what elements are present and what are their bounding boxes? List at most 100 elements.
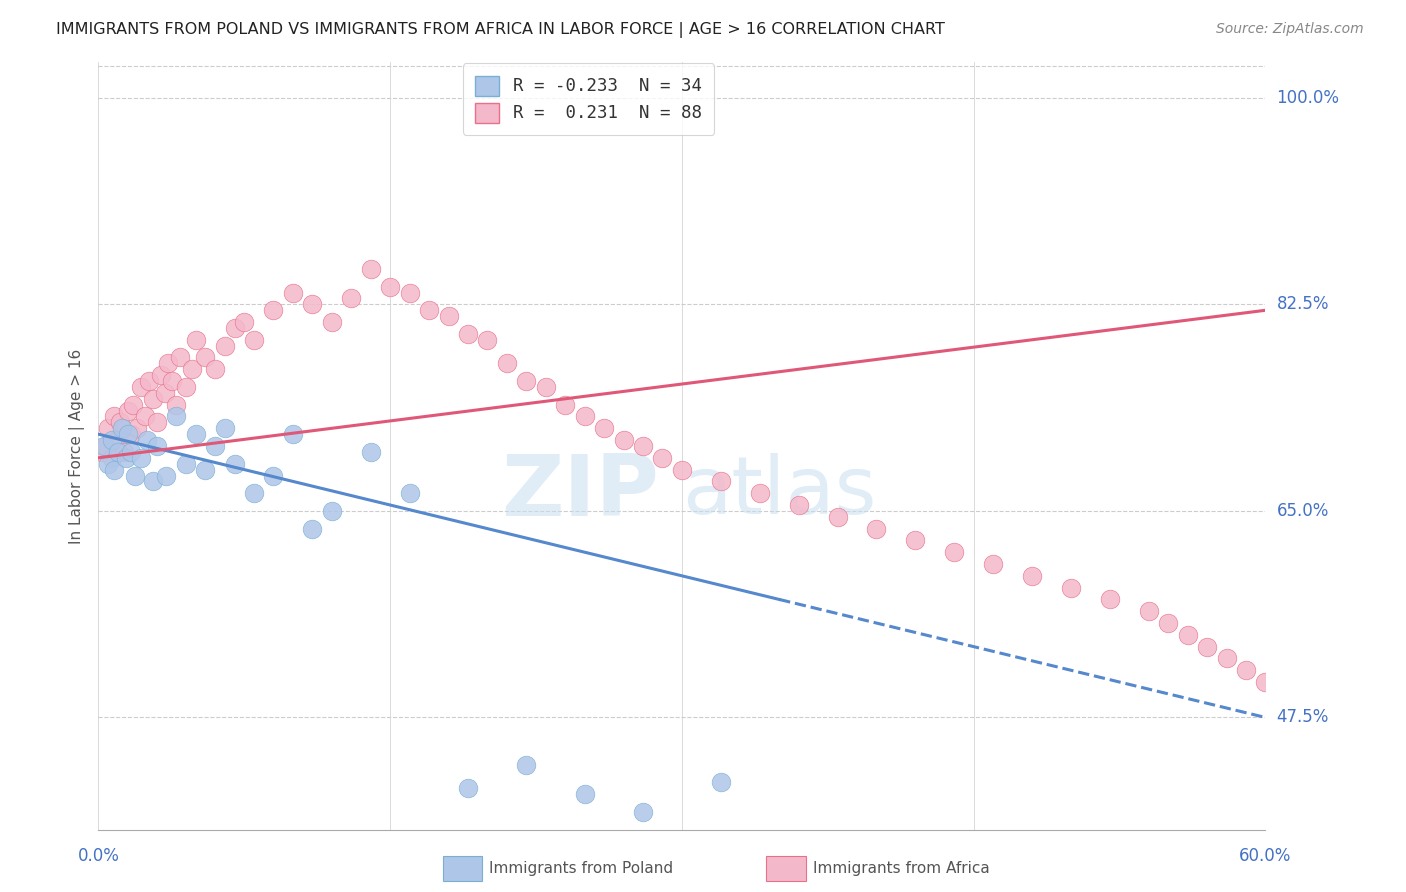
Point bbox=[418, 303, 440, 318]
Point bbox=[904, 533, 927, 548]
Point bbox=[107, 433, 129, 447]
Point bbox=[97, 457, 120, 471]
Legend: R = -0.233  N = 34, R =  0.231  N = 88: R = -0.233 N = 34, R = 0.231 N = 88 bbox=[463, 63, 714, 135]
Point bbox=[262, 303, 284, 318]
Point bbox=[496, 356, 519, 370]
Point bbox=[155, 468, 177, 483]
Text: 65.0%: 65.0% bbox=[1277, 502, 1329, 520]
Point bbox=[593, 421, 616, 435]
Point bbox=[97, 421, 120, 435]
Point bbox=[114, 450, 136, 465]
Point bbox=[138, 374, 160, 388]
Point bbox=[457, 326, 479, 341]
Point bbox=[111, 421, 134, 435]
Point bbox=[360, 262, 382, 277]
Point bbox=[243, 486, 266, 500]
Point bbox=[101, 433, 124, 447]
Point bbox=[1157, 615, 1180, 630]
Point bbox=[281, 285, 304, 300]
Point bbox=[184, 333, 207, 347]
Point bbox=[262, 468, 284, 483]
Point bbox=[180, 362, 202, 376]
Point bbox=[117, 427, 139, 442]
Text: atlas: atlas bbox=[682, 453, 876, 531]
Point bbox=[554, 398, 576, 412]
Point bbox=[865, 522, 887, 536]
Point bbox=[157, 356, 180, 370]
Point bbox=[112, 445, 135, 459]
Point bbox=[748, 486, 770, 500]
Point bbox=[233, 315, 256, 329]
Text: Immigrants from Poland: Immigrants from Poland bbox=[489, 862, 673, 876]
Text: Source: ZipAtlas.com: Source: ZipAtlas.com bbox=[1216, 22, 1364, 37]
Point bbox=[142, 392, 165, 406]
Point bbox=[134, 409, 156, 424]
Text: 82.5%: 82.5% bbox=[1277, 295, 1329, 313]
Point bbox=[1254, 675, 1277, 690]
Point bbox=[1098, 592, 1121, 607]
Point bbox=[174, 457, 197, 471]
Point bbox=[204, 362, 226, 376]
Point bbox=[787, 498, 810, 512]
Point bbox=[121, 427, 143, 442]
Point bbox=[149, 368, 172, 383]
Point bbox=[184, 427, 207, 442]
Point bbox=[1195, 640, 1218, 654]
Point bbox=[214, 421, 236, 435]
Point bbox=[301, 297, 323, 311]
Point bbox=[380, 279, 402, 293]
Point bbox=[1215, 651, 1237, 665]
Point bbox=[827, 509, 849, 524]
Point bbox=[534, 380, 557, 394]
Point bbox=[574, 787, 596, 801]
Point bbox=[93, 439, 115, 453]
Point bbox=[671, 462, 693, 476]
Point bbox=[146, 416, 169, 430]
Text: 47.5%: 47.5% bbox=[1277, 708, 1329, 726]
Text: 100.0%: 100.0% bbox=[1277, 89, 1340, 107]
Point bbox=[174, 380, 197, 394]
Point bbox=[162, 374, 184, 388]
Point bbox=[96, 439, 118, 453]
Point bbox=[224, 457, 246, 471]
Point bbox=[1021, 569, 1043, 583]
Point bbox=[321, 315, 343, 329]
Point bbox=[631, 439, 654, 453]
Point bbox=[165, 398, 187, 412]
Text: 0.0%: 0.0% bbox=[77, 847, 120, 865]
Point bbox=[398, 486, 420, 500]
Point bbox=[301, 522, 323, 536]
Text: IMMIGRANTS FROM POLAND VS IMMIGRANTS FROM AFRICA IN LABOR FORCE | AGE > 16 CORRE: IMMIGRANTS FROM POLAND VS IMMIGRANTS FRO… bbox=[56, 22, 945, 38]
Point bbox=[101, 450, 124, 465]
Point bbox=[91, 445, 114, 459]
Point bbox=[107, 445, 129, 459]
Point bbox=[194, 462, 217, 476]
Point bbox=[340, 292, 363, 306]
Point bbox=[124, 468, 146, 483]
Point bbox=[214, 339, 236, 353]
Point bbox=[121, 445, 143, 459]
Point bbox=[142, 475, 165, 489]
Point bbox=[129, 380, 152, 394]
Point bbox=[129, 450, 152, 465]
Point bbox=[122, 398, 145, 412]
Point bbox=[981, 557, 1004, 571]
Point bbox=[457, 781, 479, 796]
Point bbox=[169, 351, 191, 365]
Point bbox=[194, 351, 217, 365]
Point bbox=[1137, 604, 1160, 618]
Point bbox=[1177, 628, 1199, 642]
Point bbox=[103, 409, 125, 424]
Point bbox=[321, 504, 343, 518]
Point bbox=[204, 439, 226, 453]
Point bbox=[127, 421, 149, 435]
Y-axis label: In Labor Force | Age > 16: In Labor Force | Age > 16 bbox=[69, 349, 84, 543]
Point bbox=[117, 403, 139, 417]
Point bbox=[1234, 663, 1257, 677]
Point bbox=[437, 309, 460, 323]
Point bbox=[477, 333, 499, 347]
Point bbox=[108, 416, 131, 430]
Text: ZIP: ZIP bbox=[501, 450, 658, 533]
Point bbox=[943, 545, 966, 559]
Point bbox=[103, 462, 125, 476]
